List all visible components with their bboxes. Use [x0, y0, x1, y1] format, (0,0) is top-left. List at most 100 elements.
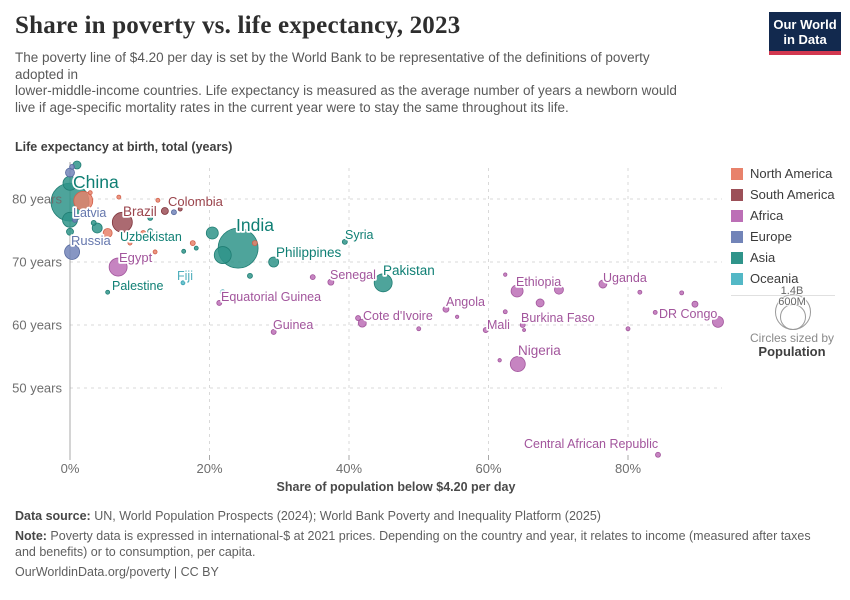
- country-bubble-cote-d-ivoire[interactable]: [357, 318, 367, 328]
- data-point[interactable]: [155, 197, 161, 203]
- country-bubble-syria[interactable]: [341, 238, 348, 245]
- data-point[interactable]: [502, 309, 508, 315]
- legend-item-south-america[interactable]: South America: [731, 187, 845, 202]
- country-label-burkina-faso[interactable]: Burkina Faso: [519, 309, 596, 327]
- country-label-cote-d-ivoire[interactable]: Cote d'Ivoire: [361, 307, 434, 325]
- country-bubble-nigeria[interactable]: [509, 356, 526, 372]
- data-point[interactable]: [625, 326, 631, 332]
- country-bubble-palestine[interactable]: [105, 289, 111, 295]
- data-point[interactable]: [171, 209, 177, 216]
- country-bubble-brazil[interactable]: [111, 211, 133, 233]
- country-label-russia[interactable]: Russia: [69, 231, 113, 250]
- country-label-egypt[interactable]: Egypt: [117, 248, 154, 267]
- country-label-mali[interactable]: Mali: [485, 316, 511, 334]
- country-bubble-guinea[interactable]: [270, 329, 277, 335]
- data-point[interactable]: [102, 228, 113, 238]
- country-label-uganda[interactable]: Uganda: [601, 269, 648, 287]
- y-axis-title: Life expectancy at birth, total (years): [15, 140, 233, 154]
- country-label-philippines[interactable]: Philippines: [274, 243, 343, 262]
- country-bubble-senegal[interactable]: [327, 278, 335, 286]
- country-label-dr-congo[interactable]: DR Congo: [657, 305, 719, 323]
- data-point[interactable]: [247, 272, 253, 279]
- country-label-angola[interactable]: Angola: [444, 293, 486, 311]
- country-label-colombia[interactable]: Colombia: [166, 192, 225, 211]
- legend-item-africa[interactable]: Africa: [731, 208, 845, 223]
- country-label-syria[interactable]: Syria: [343, 226, 375, 244]
- size-circle-small: [780, 304, 806, 330]
- data-point[interactable]: [147, 214, 154, 221]
- country-label-senegal[interactable]: Senegal: [328, 266, 377, 284]
- country-label-brazil[interactable]: Brazil: [121, 202, 158, 221]
- footer-link[interactable]: OurWorldinData.org/poverty | CC BY: [15, 565, 219, 579]
- country-label-palestine[interactable]: Palestine: [110, 277, 165, 295]
- data-point[interactable]: [503, 272, 508, 277]
- country-bubble-central-african-republic[interactable]: [655, 451, 661, 458]
- data-point[interactable]: [554, 284, 564, 295]
- data-point[interactable]: [205, 226, 219, 240]
- data-point[interactable]: [173, 237, 179, 243]
- country-bubble-burkina-faso[interactable]: [519, 322, 526, 328]
- country-bubble-philippines[interactable]: [268, 256, 280, 268]
- country-label-india[interactable]: India: [234, 213, 276, 237]
- country-label-uzbekistan[interactable]: Uzbekistan: [118, 228, 183, 246]
- owid-logo[interactable]: Our World in Data: [769, 12, 841, 55]
- data-point[interactable]: [181, 248, 187, 254]
- data-point[interactable]: [416, 326, 422, 332]
- legend-item-north-america[interactable]: North America: [731, 166, 845, 181]
- country-label-guinea[interactable]: Guinea: [271, 316, 315, 334]
- country-label-fiji[interactable]: Fiji: [175, 267, 194, 285]
- data-point[interactable]: [189, 240, 196, 247]
- country-label-nigeria[interactable]: Nigeria: [516, 341, 563, 360]
- data-point[interactable]: [652, 309, 658, 315]
- country-bubble-equatorial-guinea[interactable]: [216, 300, 223, 306]
- data-point[interactable]: [177, 206, 183, 212]
- legend-item-europe[interactable]: Europe: [731, 229, 845, 244]
- legend-item-oceania[interactable]: Oceania: [731, 271, 845, 286]
- country-bubble-egypt[interactable]: [108, 257, 128, 277]
- country-bubble-latvia[interactable]: [71, 216, 78, 223]
- data-point[interactable]: [140, 230, 147, 236]
- y-tick-label: 70 years: [12, 255, 62, 270]
- data-point[interactable]: [251, 240, 258, 247]
- country-bubble-fiji[interactable]: [180, 280, 186, 286]
- data-point[interactable]: [73, 190, 94, 211]
- country-label-china[interactable]: China: [71, 170, 120, 194]
- country-bubble-russia[interactable]: [64, 244, 80, 260]
- data-point[interactable]: [116, 194, 122, 200]
- country-bubble-uganda[interactable]: [598, 279, 608, 289]
- data-point[interactable]: [522, 328, 526, 332]
- data-point[interactable]: [455, 314, 460, 319]
- country-label-pakistan[interactable]: Pakistan: [381, 261, 436, 280]
- owid-logo-text: Our World in Data: [769, 12, 841, 51]
- data-point[interactable]: [213, 246, 232, 264]
- data-point[interactable]: [637, 289, 643, 295]
- data-point[interactable]: [193, 245, 199, 251]
- country-label-ethiopia[interactable]: Ethiopia: [514, 273, 563, 291]
- data-point[interactable]: [535, 298, 545, 308]
- country-label-equatorial-guinea[interactable]: Equatorial Guinea: [219, 288, 323, 306]
- data-point[interactable]: [679, 290, 685, 296]
- country-bubble-colombia[interactable]: [160, 207, 169, 215]
- data-point[interactable]: [152, 249, 158, 255]
- data-point[interactable]: [127, 240, 133, 246]
- data-point[interactable]: [90, 220, 97, 226]
- legend-swatch: [731, 251, 743, 264]
- country-bubble-uzbekistan[interactable]: [147, 228, 154, 235]
- data-point[interactable]: [691, 300, 699, 308]
- data-point[interactable]: [497, 358, 502, 363]
- country-bubble-angola[interactable]: [442, 305, 450, 313]
- owid-logo-red-bar: [769, 51, 841, 55]
- data-point[interactable]: [87, 190, 93, 196]
- data-point[interactable]: [66, 227, 74, 236]
- data-point[interactable]: [219, 289, 226, 296]
- country-bubble-ethiopia[interactable]: [510, 284, 524, 298]
- data-point[interactable]: [355, 315, 361, 321]
- country-label-central-african-republic[interactable]: Central African Republic: [522, 435, 660, 453]
- legend-item-asia[interactable]: Asia: [731, 250, 845, 265]
- country-bubble-mali[interactable]: [482, 327, 489, 333]
- country-bubble-dr-congo[interactable]: [712, 315, 724, 328]
- country-label-latvia[interactable]: Latvia: [71, 204, 108, 222]
- data-point[interactable]: [309, 274, 316, 281]
- data-point[interactable]: [69, 163, 75, 170]
- country-bubble-pakistan[interactable]: [373, 273, 393, 293]
